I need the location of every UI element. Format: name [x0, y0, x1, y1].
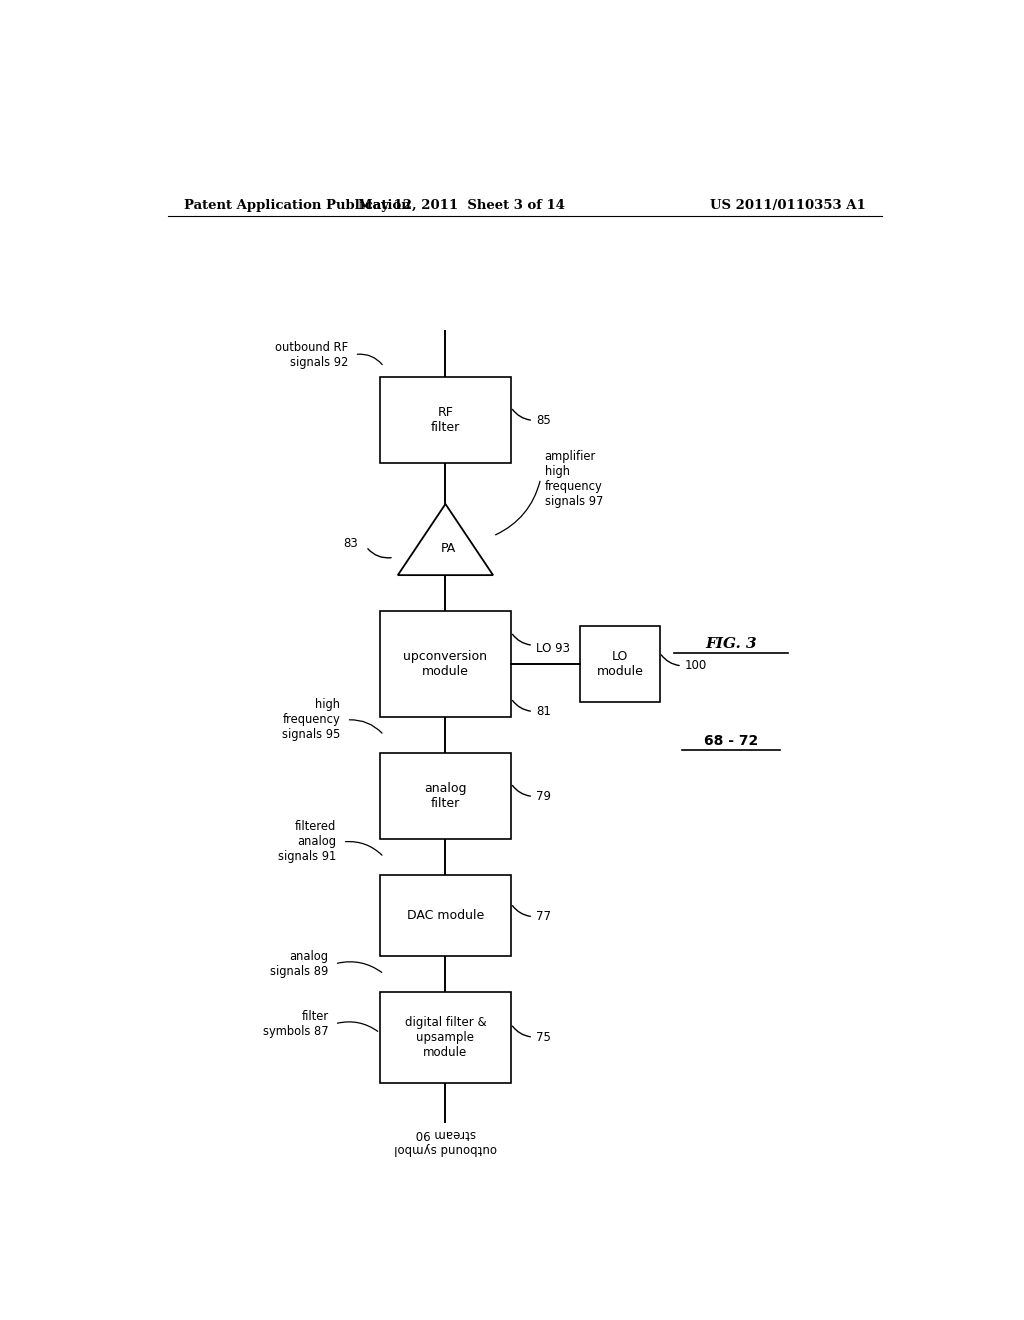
Text: analog
signals 89: analog signals 89	[270, 950, 329, 978]
Bar	[380, 611, 511, 718]
Text: filter
symbols 87: filter symbols 87	[263, 1010, 329, 1038]
Text: DAC module: DAC module	[407, 909, 484, 923]
Bar	[581, 626, 659, 702]
Text: Patent Application Publication: Patent Application Publication	[183, 199, 411, 213]
Text: amplifier
high
frequency
signals 97: amplifier high frequency signals 97	[545, 450, 603, 508]
Text: LO
module: LO module	[597, 649, 643, 678]
Polygon shape	[397, 504, 494, 576]
Text: analog
filter: analog filter	[424, 783, 467, 810]
Text: PA: PA	[441, 541, 457, 554]
Text: 100: 100	[685, 659, 708, 672]
Text: FIG. 3: FIG. 3	[706, 638, 757, 651]
Bar	[380, 752, 511, 840]
Text: May 12, 2011  Sheet 3 of 14: May 12, 2011 Sheet 3 of 14	[357, 199, 565, 213]
Text: high
frequency
signals 95: high frequency signals 95	[282, 698, 340, 742]
Bar	[380, 378, 511, 463]
Text: upconversion
module: upconversion module	[403, 649, 487, 678]
Bar	[380, 991, 511, 1084]
Text: 85: 85	[537, 414, 551, 426]
Text: outbound RF
signals 92: outbound RF signals 92	[275, 341, 348, 368]
Text: 77: 77	[537, 909, 551, 923]
Text: 83: 83	[343, 537, 358, 549]
Text: 75: 75	[537, 1031, 551, 1044]
Text: RF
filter: RF filter	[431, 407, 460, 434]
Text: 81: 81	[537, 705, 551, 718]
Bar	[380, 875, 511, 956]
Text: 79: 79	[537, 789, 551, 803]
Text: US 2011/0110353 A1: US 2011/0110353 A1	[711, 199, 866, 213]
Text: digital filter &
upsample
module: digital filter & upsample module	[404, 1016, 486, 1059]
Text: outbound symbol
stream 90: outbound symbol stream 90	[394, 1127, 497, 1155]
Text: filtered
analog
signals 91: filtered analog signals 91	[279, 821, 336, 863]
Text: 68 - 72: 68 - 72	[705, 734, 758, 748]
Text: LO 93: LO 93	[537, 642, 570, 655]
